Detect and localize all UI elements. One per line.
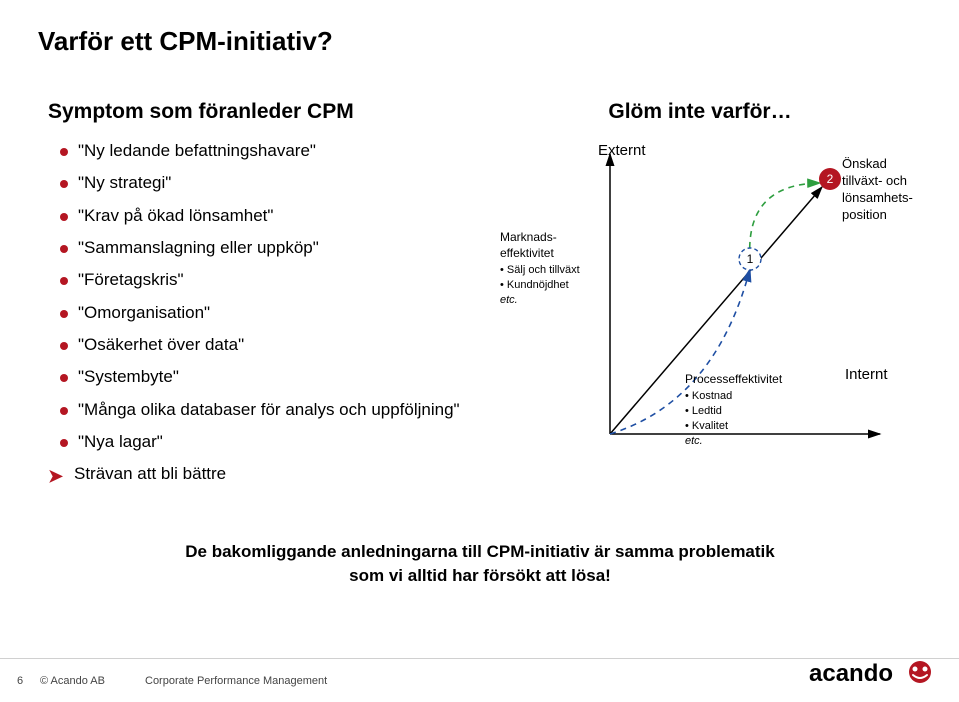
list-item: "Nya lagar" (56, 429, 468, 455)
x-axis-bullet: • Ledtid (685, 404, 835, 419)
bottom-line-2: som vi alltid har försökt att lösa! (349, 566, 611, 585)
y-axis-bullet: etc. (500, 293, 600, 308)
list-item: "Företagskris" (56, 267, 468, 293)
footer-center: Corporate Performance Management (145, 675, 327, 687)
left-heading: Symptom som föranleder CPM (48, 100, 468, 124)
internt-label: Internt (845, 366, 888, 383)
quadrant-chart: 1 2 Externt Marknads-effektivitet • Sälj … (480, 134, 920, 464)
acando-logo: acando (809, 659, 939, 694)
list-item: "Ny ledande befattningshavare" (56, 138, 468, 164)
bottom-statement: De bakomliggande anledningarna till CPM-… (120, 540, 840, 588)
svg-text:1: 1 (747, 252, 754, 266)
y-axis-title: Marknads-effektivitet (500, 229, 600, 261)
right-heading: Glöm inte varför… (480, 100, 920, 124)
chevron-right-icon: ➤ (48, 463, 63, 491)
y-axis-bullet: • Sälj och tillväxt (500, 263, 600, 278)
x-axis-label: Processeffektivitet • Kostnad • Ledtid •… (685, 371, 835, 449)
x-axis-bullet: • Kvalitet (685, 419, 835, 434)
list-item: "Många olika databaser för analys och up… (56, 397, 468, 423)
externt-label: Externt (598, 142, 646, 159)
symptom-list: "Ny ledande befattningshavare" "Ny strat… (56, 138, 468, 455)
copyright: © Acando AB (40, 675, 105, 687)
target-label: Önskad tillväxt- och lönsamhets-position (842, 156, 922, 224)
list-item: "Omorganisation" (56, 300, 468, 326)
left-column: Symptom som föranleder CPM "Ny ledande b… (48, 100, 468, 488)
x-axis-title: Processeffektivitet (685, 371, 835, 387)
arrow-item: ➤ Strävan att bli bättre (48, 461, 468, 487)
right-column: Glöm inte varför… 1 2 Externt Marknads-ef… (480, 100, 920, 464)
list-item: "Sammanslagning eller uppköp" (56, 235, 468, 261)
list-item: "Ny strategi" (56, 170, 468, 196)
page-number: 6 (0, 675, 40, 687)
arrow-item-label: Strävan att bli bättre (74, 464, 226, 483)
svg-text:acando: acando (809, 660, 893, 687)
y-axis-label: Marknads-effektivitet • Sälj och tillväx… (500, 229, 600, 308)
x-axis-bullet: • Kostnad (685, 389, 835, 404)
slide-title: Varför ett CPM-initiativ? (38, 26, 333, 57)
list-item: "Osäkerhet över data" (56, 332, 468, 358)
y-axis-bullet: • Kundnöjdhet (500, 278, 600, 293)
list-item: "Krav på ökad lönsamhet" (56, 203, 468, 229)
list-item: "Systembyte" (56, 364, 468, 390)
bottom-line-1: De bakomliggande anledningarna till CPM-… (185, 542, 774, 561)
x-axis-bullet: etc. (685, 434, 835, 449)
svg-text:2: 2 (827, 172, 834, 186)
